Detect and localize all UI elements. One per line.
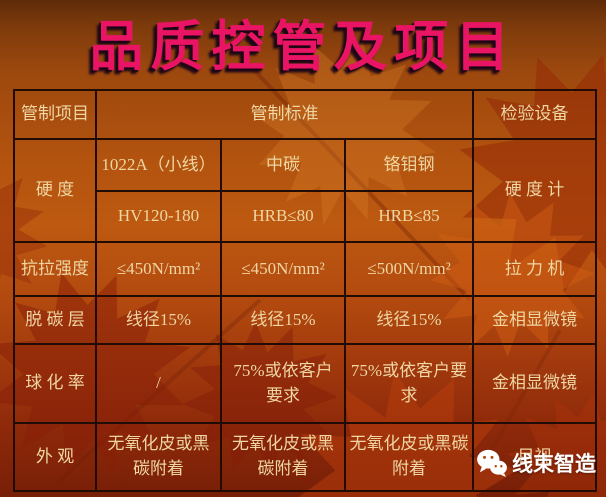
- table-cell: 中碳: [220, 138, 346, 192]
- device-cell-hardness: 硬 度 计: [472, 138, 598, 243]
- wechat-icon: [476, 449, 508, 477]
- table-cell: /: [95, 343, 222, 424]
- table-cell: HRB≤80: [220, 190, 346, 243]
- device-cell-decarburized: 金相显微镜: [472, 295, 598, 345]
- header-control-standard: 管制标准: [94, 89, 475, 140]
- header-inspection-device: 检验设备: [472, 89, 598, 140]
- table-row-hardness-values: HV120-180 HRB≤80 HRB≤85: [14, 190, 596, 243]
- table-cell: 75%或依客户要求: [343, 343, 475, 424]
- device-cell-spheroidization: 金相显微镜: [472, 343, 598, 424]
- header-control-item: 管制项目: [13, 89, 97, 140]
- row-label-tensile-strength: 抗拉强度: [13, 241, 97, 297]
- device-cell-tensile: 拉 力 机: [472, 241, 598, 297]
- table-cell: HV120-180: [95, 190, 222, 243]
- table-cell: 无氧化皮或黑碳附着: [95, 422, 222, 492]
- table-row-hardness-materials: 硬 度 1022A（小线） 中碳 铬钼钢 硬 度 计: [13, 138, 598, 243]
- table-cell: ≤500N/mm²: [343, 241, 475, 297]
- table-cell: HRB≤85: [343, 190, 475, 243]
- table-cell: 75%或依客户要求: [220, 343, 346, 424]
- row-label-spheroidization-rate: 球 化 率: [13, 343, 97, 424]
- table-cell: 无氧化皮或黑碳附着: [220, 422, 346, 492]
- table-cell: ≤450N/mm²: [220, 241, 346, 297]
- table-row-tensile-strength: 抗拉强度 ≤450N/mm² ≤450N/mm² ≤500N/mm² 拉 力 机: [13, 241, 598, 297]
- table-cell: 1022A（小线）: [95, 138, 222, 192]
- table-header-row: 管制项目 管制标准 检验设备: [13, 89, 598, 140]
- row-label-appearance: 外 观: [13, 422, 97, 492]
- table-cell: 线径15%: [343, 295, 475, 345]
- table-row-appearance: 外 观 无氧化皮或黑碳附着 无氧化皮或黑碳附着 无氧化皮或黑碳附着 目视: [13, 422, 598, 492]
- slide-title: 品质控管及项目: [89, 17, 517, 77]
- table-cell: ≤450N/mm²: [95, 241, 222, 297]
- table-row-decarburized-layer: 脱 碳 层 线径15% 线径15% 线径15% 金相显微镜: [13, 295, 598, 345]
- watermark-text: 线束智造: [512, 453, 596, 476]
- row-label-hardness: 硬 度: [13, 138, 97, 243]
- table-cell: 线径15%: [220, 295, 346, 345]
- quality-control-table: 管制项目 管制标准 检验设备 硬 度 1022A（小线） 中碳 铬钼钢 硬 度 …: [13, 89, 598, 492]
- table-row-spheroidization-rate: 球 化 率 / 75%或依客户要求 75%或依客户要求 金相显微镜: [13, 343, 598, 424]
- row-label-decarburized-layer: 脱 碳 层: [13, 295, 97, 345]
- table-cell: 线径15%: [95, 295, 222, 345]
- table-cell: 铬钼钢: [343, 138, 475, 192]
- table-cell: 无氧化皮或黑碳附着: [343, 422, 475, 492]
- watermark: 线束智造: [476, 448, 596, 478]
